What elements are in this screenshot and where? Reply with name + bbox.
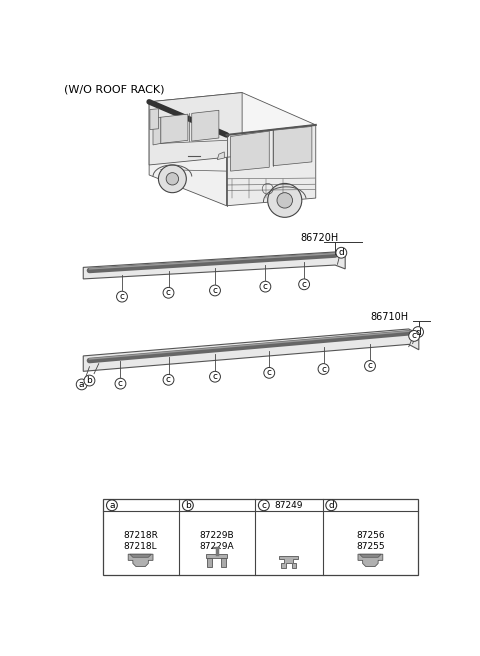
Polygon shape [149,92,316,135]
Text: c: c [412,331,417,340]
Circle shape [409,331,420,341]
FancyBboxPatch shape [103,499,418,575]
Circle shape [264,367,275,379]
Circle shape [115,379,126,389]
Text: c: c [120,292,124,301]
Circle shape [258,500,269,510]
Polygon shape [279,556,298,568]
Text: 87229B: 87229B [199,531,234,540]
Circle shape [268,184,302,217]
Polygon shape [149,92,242,165]
Text: d: d [328,501,334,510]
Polygon shape [230,131,269,171]
Text: d: d [338,248,344,257]
Text: d: d [415,327,421,337]
Text: c: c [321,365,326,373]
Polygon shape [83,252,345,279]
Circle shape [166,173,179,185]
Circle shape [365,361,375,371]
Circle shape [182,500,193,510]
Polygon shape [360,554,381,558]
Circle shape [336,247,347,258]
Polygon shape [130,554,152,558]
Text: 86720H: 86720H [300,233,338,243]
Text: b: b [185,501,191,510]
Circle shape [107,500,117,510]
Polygon shape [273,127,312,166]
Circle shape [326,500,336,510]
Polygon shape [227,125,316,206]
Polygon shape [358,554,383,567]
Circle shape [413,327,423,337]
Text: c: c [261,501,266,510]
Circle shape [277,193,292,208]
Polygon shape [192,110,219,141]
Text: c: c [213,286,217,295]
Text: c: c [166,288,171,297]
Text: c: c [301,280,307,289]
Text: a: a [109,501,115,510]
Circle shape [260,281,271,292]
Polygon shape [161,114,188,144]
Polygon shape [217,152,224,159]
Text: c: c [118,379,123,388]
Text: 87249: 87249 [275,501,303,510]
Text: 87218L: 87218L [124,542,157,551]
Polygon shape [221,558,226,567]
Text: b: b [86,376,92,385]
Circle shape [163,287,174,298]
Circle shape [210,285,220,296]
Text: 87256: 87256 [356,531,384,540]
Polygon shape [128,554,153,567]
Text: c: c [267,369,272,377]
Circle shape [163,375,174,385]
Text: c: c [263,282,268,291]
Circle shape [76,379,87,390]
Circle shape [84,375,95,386]
Text: 86710H: 86710H [370,312,408,322]
Polygon shape [150,109,158,129]
Text: 87255: 87255 [356,542,384,551]
Circle shape [158,165,186,193]
Text: 87218R: 87218R [123,531,158,540]
Text: a: a [79,380,84,389]
Circle shape [117,291,127,302]
Text: c: c [213,372,217,381]
Text: (W/O ROOF RACK): (W/O ROOF RACK) [64,85,164,95]
Polygon shape [207,558,212,567]
Circle shape [299,279,310,290]
Polygon shape [149,102,227,206]
Text: 87229A: 87229A [199,542,234,551]
Circle shape [210,371,220,382]
Circle shape [318,363,329,375]
Polygon shape [153,117,161,145]
Polygon shape [206,554,228,558]
Text: c: c [368,361,372,371]
Text: c: c [166,375,171,384]
Polygon shape [83,329,419,371]
